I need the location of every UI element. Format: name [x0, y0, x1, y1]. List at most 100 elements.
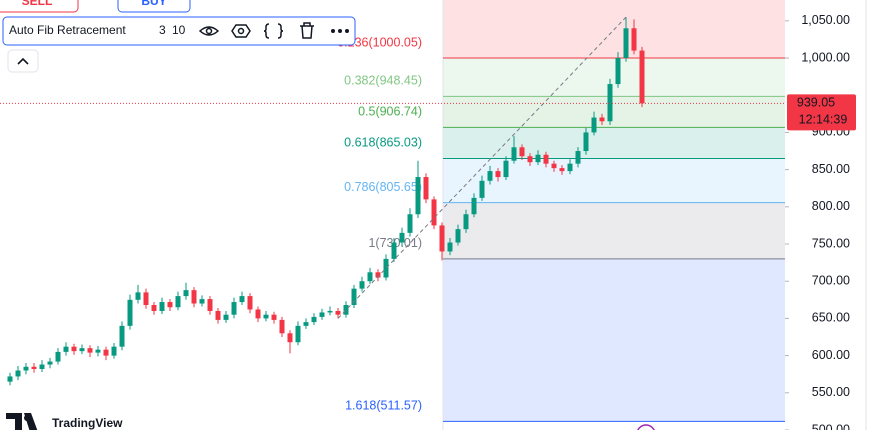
candle-body [55, 351, 61, 362]
candle-body [23, 366, 29, 371]
candle-body [63, 346, 69, 352]
candle-body [503, 160, 509, 178]
candle-body [551, 163, 557, 169]
candle-body [183, 290, 189, 297]
candle-body [7, 376, 13, 382]
sell-button[interactable] [0, 0, 79, 13]
candle-body [87, 348, 93, 353]
candle-body [599, 117, 605, 122]
buy-text: BUY [141, 0, 166, 8]
fib-zone [443, 57, 785, 97]
candle-body [15, 370, 21, 377]
candle-body [303, 322, 309, 326]
candle-body [239, 296, 245, 303]
candle-body [127, 299, 133, 326]
eye-icon[interactable] [198, 26, 220, 36]
candle-body [591, 117, 597, 133]
candle-body [191, 290, 197, 304]
candle-body [463, 214, 469, 230]
fib: 0.236(1000.05) 0.382(948.45) 0.5(906.74) 0.… [337, 35, 785, 422]
candle-body [583, 132, 589, 152]
candle-body [335, 310, 341, 315]
candle-body [79, 348, 85, 352]
delete-icon[interactable] [300, 22, 314, 39]
candle-body [263, 314, 269, 319]
logo-icon [6, 413, 38, 430]
fib-zone [443, 202, 785, 259]
candle-body [359, 281, 365, 289]
candle-body [455, 229, 461, 243]
y-tick-label: 500.00 [812, 422, 850, 430]
collapse-button[interactable] [7, 49, 39, 73]
candle-body [559, 168, 565, 172]
candle-body [167, 302, 173, 308]
candle-body [159, 302, 165, 311]
axis: 1,050.001,000.00900.00850.00800.00750.00… [785, 13, 856, 430]
fib-label: 0.382(948.45) [344, 74, 422, 88]
candle-body [287, 333, 293, 343]
candle-body [311, 316, 317, 323]
fib-zone [443, 158, 785, 203]
last-price: 939.05 [797, 96, 835, 110]
candle-body [479, 180, 485, 198]
code-icon[interactable] [263, 23, 284, 39]
candle-body [495, 171, 501, 178]
candle-body [343, 305, 349, 315]
candle-body [623, 28, 629, 59]
candle-body [383, 258, 389, 278]
candle-body [607, 84, 613, 122]
candle-body [247, 296, 253, 310]
y-tick-label: 550.00 [812, 385, 850, 399]
candle-body [135, 292, 141, 300]
candle-body [407, 214, 413, 233]
candle-body [31, 366, 37, 369]
logo-dot [24, 415, 30, 421]
fib-label: 1.618(511.57) [345, 399, 422, 413]
candle-body [111, 346, 117, 356]
candle-body [71, 346, 77, 352]
candle-body [415, 177, 421, 215]
candle-body [639, 50, 645, 104]
fib-zone [443, 96, 785, 128]
candle-body [631, 28, 637, 51]
fib-label: 0.5(906.74) [358, 105, 422, 119]
y-tick-label: 650.00 [812, 311, 850, 325]
candle-body [175, 296, 181, 308]
candle-body [327, 310, 333, 313]
settings-icon[interactable] [231, 24, 251, 38]
y-tick-label: 1,050.00 [801, 13, 850, 27]
candle-body [255, 309, 261, 319]
candle-body [615, 58, 621, 85]
more-icon[interactable] [331, 29, 349, 33]
candle-body [471, 197, 477, 215]
candle-body [447, 242, 453, 252]
candle-body [567, 163, 573, 172]
y-tick-label: 700.00 [812, 274, 850, 288]
fib-label: 0.236(1000.05) [337, 35, 422, 49]
candle-body [527, 156, 533, 163]
candle-body [223, 314, 229, 320]
candle-body [543, 154, 549, 164]
candle-body [199, 299, 205, 304]
buy-button[interactable] [117, 0, 191, 13]
sell-text: SELL [22, 0, 53, 8]
candle-body [535, 154, 541, 163]
candle-body [271, 314, 277, 320]
logo-text: TradingView [52, 416, 123, 430]
y-tick-label: 850.00 [812, 162, 850, 176]
candle-body [231, 302, 237, 315]
candle-body [319, 312, 325, 317]
background [442, 0, 785, 430]
candles [0, 16, 785, 386]
candle-body [119, 325, 125, 347]
event-marker[interactable] [637, 424, 655, 430]
candle-body [351, 288, 357, 306]
fib-label: 0.786(805.65) [344, 180, 422, 194]
candle-body [575, 151, 581, 164]
candle-body [103, 349, 109, 356]
collapse-icon [17, 57, 29, 65]
candle-body [391, 242, 397, 259]
candle-body [487, 171, 493, 181]
